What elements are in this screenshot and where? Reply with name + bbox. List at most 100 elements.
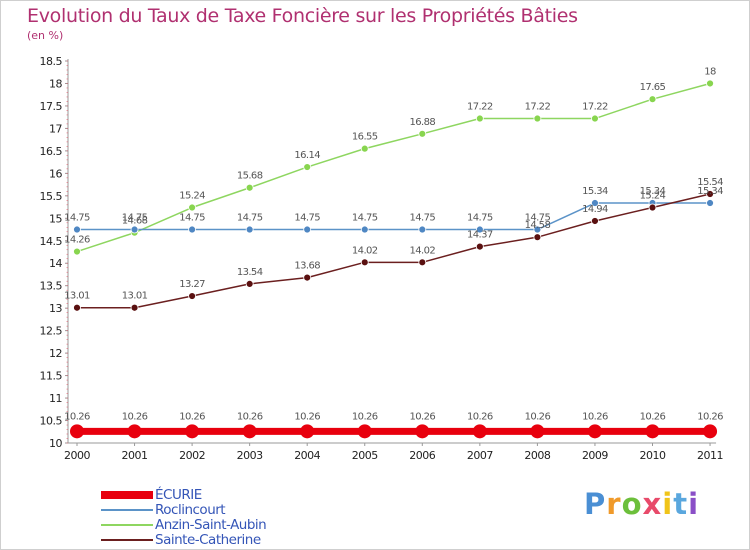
data-label: 14.75 xyxy=(352,213,378,224)
data-label: 10.26 xyxy=(525,411,551,422)
y-tick-label: 15 xyxy=(49,212,62,225)
x-tick-label: 2003 xyxy=(237,449,263,462)
logo-letter: x xyxy=(642,487,663,521)
series-point-2 xyxy=(303,163,312,171)
data-label: 14.58 xyxy=(525,220,551,231)
x-tick-label: 2005 xyxy=(352,449,378,462)
series-point-2 xyxy=(475,114,484,123)
y-tick-label: 12.5 xyxy=(40,325,63,338)
series-point-1 xyxy=(73,225,81,234)
legend-swatch xyxy=(101,509,153,511)
data-label: 15.24 xyxy=(640,191,666,202)
series-line-2 xyxy=(76,82,711,253)
series-point-3 xyxy=(475,242,484,251)
data-label: 10.26 xyxy=(409,411,435,422)
data-label: 14.37 xyxy=(467,230,493,241)
data-label: 13.68 xyxy=(294,261,320,272)
data-label: 14.75 xyxy=(409,213,435,224)
series-point-3 xyxy=(303,273,312,282)
data-label: 14.75 xyxy=(294,213,320,224)
series-point-2 xyxy=(533,114,542,123)
series-point-1 xyxy=(706,199,714,207)
series-point-1 xyxy=(303,225,312,234)
x-tick-label: 2009 xyxy=(582,449,608,462)
series-point-0 xyxy=(472,424,487,439)
data-label: 14.68 xyxy=(122,216,148,227)
series-point-1 xyxy=(360,225,369,234)
series-point-3 xyxy=(533,233,542,242)
legend-swatch xyxy=(101,491,153,499)
data-label: 17.65 xyxy=(640,82,666,93)
data-label: 16.88 xyxy=(409,117,435,128)
series-point-0 xyxy=(357,424,372,439)
series-point-1 xyxy=(533,225,542,234)
x-tick-label: 2011 xyxy=(697,449,723,462)
data-label: 14.75 xyxy=(467,213,493,224)
y-tick-label: 17.5 xyxy=(40,100,63,113)
x-tick-label: 2010 xyxy=(640,449,666,462)
y-tick-label: 14.5 xyxy=(40,235,63,248)
data-label: 10.26 xyxy=(294,411,320,422)
series-point-3 xyxy=(418,258,427,267)
data-label: 16.14 xyxy=(294,150,320,161)
series-point-0 xyxy=(645,424,660,439)
series-point-1 xyxy=(130,225,139,234)
data-label: 10.26 xyxy=(122,411,148,422)
legend-swatch xyxy=(101,524,153,526)
data-label: 15.34 xyxy=(582,186,608,197)
logo-letter: i xyxy=(662,487,674,521)
series-point-0 xyxy=(185,424,200,439)
y-tick-label: 11 xyxy=(49,392,62,405)
data-label: 15.54 xyxy=(697,177,723,188)
series-point-3 xyxy=(245,280,254,288)
x-tick-label: 2001 xyxy=(122,449,148,462)
data-label: 10.26 xyxy=(467,411,493,422)
series-point-0 xyxy=(127,424,142,439)
series-line-1 xyxy=(77,202,711,231)
data-label: 17.22 xyxy=(582,102,608,113)
legend-swatch xyxy=(101,539,153,541)
series-point-0 xyxy=(70,424,84,439)
data-label: 16.55 xyxy=(352,132,378,143)
y-tick-label: 18 xyxy=(49,77,62,90)
data-label: 17.22 xyxy=(467,102,493,113)
data-label: 15.34 xyxy=(697,186,723,197)
x-tick-label: 2008 xyxy=(524,449,550,462)
logo-letter: o xyxy=(621,487,643,521)
data-label: 14.75 xyxy=(64,213,90,224)
series-point-1 xyxy=(418,225,427,234)
data-label: 13.54 xyxy=(237,267,263,278)
y-tick-label: 16.5 xyxy=(40,145,63,158)
data-label: 15.34 xyxy=(640,186,666,197)
y-tick-label: 15.5 xyxy=(40,190,63,203)
logo-letter: t xyxy=(673,487,689,521)
logo-letter: i xyxy=(688,487,700,521)
data-label: 14.75 xyxy=(179,213,205,224)
line-chart: 10 10.5 11 11.5 12 12.5 13 13.5 14 14.5 15 15.5 16 16… xyxy=(40,55,724,462)
series-point-2 xyxy=(245,183,254,192)
y-tick-label: 17 xyxy=(49,122,62,135)
series-point-3 xyxy=(591,217,599,225)
legend-label: Anzin-Saint-Aubin xyxy=(155,517,267,533)
series-line-3 xyxy=(77,193,711,309)
series-point-1 xyxy=(188,225,197,234)
data-label: 10.26 xyxy=(237,411,263,422)
series-point-3 xyxy=(648,203,657,212)
series-point-2 xyxy=(591,114,599,123)
x-tick-label: 2007 xyxy=(467,449,493,462)
y-tick-label: 13.5 xyxy=(40,280,63,293)
data-label: 10.26 xyxy=(352,411,378,422)
data-label: 14.02 xyxy=(409,245,435,256)
data-label: 14.75 xyxy=(122,213,148,224)
y-tick-label: 13 xyxy=(49,302,62,315)
series-point-1 xyxy=(245,225,254,234)
series-point-0 xyxy=(587,424,602,439)
series-point-3 xyxy=(188,292,197,300)
data-label: 10.26 xyxy=(179,411,205,422)
data-label: 14.02 xyxy=(352,245,378,256)
data-label: 14.75 xyxy=(237,213,263,224)
data-label: 17.22 xyxy=(525,102,551,113)
series-point-3 xyxy=(130,303,139,312)
series-point-1 xyxy=(591,199,599,207)
